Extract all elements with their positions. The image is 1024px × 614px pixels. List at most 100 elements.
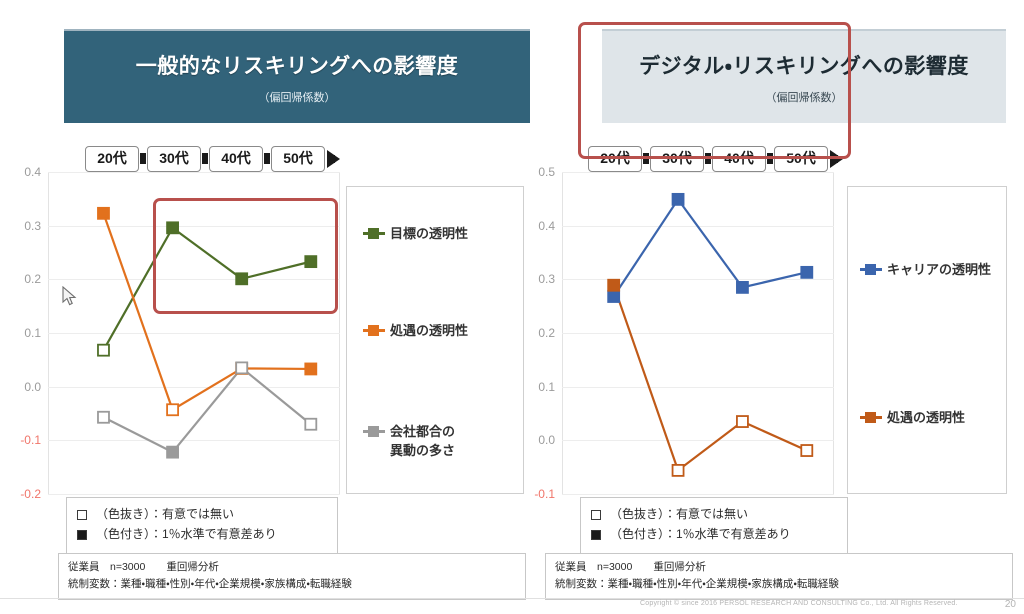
note-text: （色付き）：1％水準で有意差あり <box>96 526 277 541</box>
series-line <box>102 366 312 454</box>
note-text: （色抜き）：有意では無い <box>610 507 749 521</box>
note-text: （色抜き）：有意では無い <box>96 507 235 521</box>
legend-label: キャリアの透明性 <box>887 262 992 277</box>
gridline <box>48 494 340 495</box>
age-separator-icon <box>140 153 146 165</box>
data-point-marker <box>800 444 814 457</box>
gridline <box>562 279 834 281</box>
filled-square-icon <box>591 529 601 540</box>
hollow-square-icon <box>77 509 87 520</box>
y-axis-tick-label: 0.1 <box>538 379 555 394</box>
data-point-marker <box>97 343 110 357</box>
legend-marker-icon <box>363 425 385 438</box>
right-subtitle: （偏回帰係数） <box>765 91 843 104</box>
age-separator-icon <box>643 153 649 165</box>
right-chart-series <box>607 192 814 477</box>
age-label-30s: 30代 <box>147 146 201 172</box>
gridline <box>562 172 834 173</box>
data-point-marker <box>166 445 179 459</box>
data-point-marker <box>304 255 318 269</box>
right-legend: キャリアの透明性 処遇の透明性 <box>847 186 1007 494</box>
age-label-20s: 20代 <box>85 146 139 172</box>
data-point-marker <box>235 272 249 286</box>
copyright-strip: Copyright © since 2016 PERSOL RESEARCH A… <box>0 598 1024 612</box>
right-title-bar: デジタル・リスキリングへの影響度 （偏回帰係数） <box>602 29 1006 123</box>
legend-label: 会社都合の 異動の多さ <box>390 424 456 458</box>
y-axis-tick-label: 0.4 <box>24 165 41 179</box>
data-point-marker <box>671 192 685 206</box>
series-line <box>102 226 312 351</box>
legend-label: 処遇の透明性 <box>887 410 966 425</box>
gridline <box>562 333 834 334</box>
filled-square-icon <box>77 529 87 540</box>
y-axis-tick-label: 0.0 <box>538 433 555 448</box>
data-point-marker <box>304 417 318 431</box>
legend-item-shoguu[interactable]: 処遇の透明性 <box>363 322 468 341</box>
page-number: 20 <box>1004 599 1016 610</box>
footer-line-1: 従業員 n=3000 重回帰分析 <box>68 561 219 573</box>
left-gridlines: 0.4 0.3 0.2 0.1 0.0 -0.1 -0.2 <box>20 165 340 501</box>
legend-item-career[interactable]: キャリアの透明性 <box>860 261 991 280</box>
copyright-text: Copyright © since 2016 PERSOL RESEARCH A… <box>640 600 958 607</box>
y-axis-tick-label: 0.4 <box>538 218 555 233</box>
mouse-cursor-icon <box>62 286 77 306</box>
data-point-marker <box>304 362 318 376</box>
legend-marker-icon <box>363 324 385 337</box>
right-age-axis: 20代 30代 40代 50代 <box>588 146 843 172</box>
series-line <box>612 197 808 298</box>
age-label-50s: 50代 <box>774 146 828 172</box>
y-axis-tick-label: 0.2 <box>538 326 555 340</box>
footer-line-2: 統制変数：業種・職種・性別・年代・企業規模・家族構成・転職経験 <box>555 577 839 590</box>
gridline <box>48 333 340 334</box>
y-axis-tick-label: -0.2 <box>20 487 41 501</box>
data-point-marker <box>97 410 110 424</box>
left-age-axis: 20代 30代 40代 50代 <box>85 146 340 172</box>
data-point-marker <box>166 221 179 235</box>
gridline <box>48 440 340 442</box>
left-title-bar: 一般的なリスキリングへの影響度 （偏回帰係数） <box>64 29 530 123</box>
right-title: デジタル・リスキリングへの影響度 <box>639 54 969 78</box>
footer-line-2: 統制変数：業種・職種・性別・年代・企業規模・家族構成・転職経験 <box>68 577 352 590</box>
left-subtitle: （偏回帰係数） <box>258 91 336 104</box>
note-row-not-significant: （色抜き）：有意では無い <box>591 505 837 525</box>
right-panel: デジタル・リスキリングへの影響度 （偏回帰係数） 20代 30代 40代 50代… <box>534 0 1024 614</box>
note-row-not-significant: （色抜き）：有意では無い <box>77 505 327 525</box>
data-point-marker <box>97 206 110 220</box>
arrow-right-icon <box>327 149 340 168</box>
legend-marker-icon <box>860 411 882 424</box>
left-chart-series <box>97 206 318 459</box>
arrow-right-icon <box>830 149 843 168</box>
y-axis-tick-label: 0.2 <box>24 272 41 287</box>
gridline <box>562 440 834 442</box>
data-point-marker <box>800 265 814 279</box>
data-point-marker <box>671 463 685 477</box>
age-separator-icon <box>767 153 773 165</box>
age-label-40s: 40代 <box>209 146 263 172</box>
right-gridlines: 0.5 0.4 0.3 0.2 0.1 0.0 -0.1 <box>534 165 834 501</box>
legend-marker-icon <box>860 263 882 276</box>
legend-item-mokuhyou[interactable]: 目標の透明性 <box>363 225 468 244</box>
left-chart: 0.4 0.3 0.2 0.1 0.0 -0.1 -0.2 <box>20 165 340 501</box>
left-panel: 一般的なリスキリングへの影響度 （偏回帰係数） 20代 30代 40代 50代 … <box>20 29 530 600</box>
y-axis-tick-label: -0.1 <box>20 433 41 448</box>
right-note-box: （色抜き）：有意では無い （色付き）：1％水準で有意差あり <box>580 497 848 554</box>
age-label-40s: 40代 <box>712 146 766 172</box>
y-axis-tick-label: -0.1 <box>534 487 555 501</box>
gridline <box>48 225 340 227</box>
y-axis-tick-label: 0.0 <box>24 379 41 394</box>
legend-label: 処遇の透明性 <box>390 323 469 338</box>
series-line <box>612 284 808 473</box>
age-separator-icon <box>705 153 711 165</box>
legend-item-shoguu[interactable]: 処遇の透明性 <box>860 409 965 428</box>
y-axis-tick-label: 0.3 <box>24 218 41 233</box>
data-point-marker <box>736 280 749 294</box>
note-row-significant: （色付き）：1％水準で有意差あり <box>77 525 327 545</box>
series-line <box>102 212 311 412</box>
age-label-50s: 50代 <box>271 146 325 172</box>
age-label-20s: 20代 <box>588 146 642 172</box>
legend-item-idou[interactable]: 会社都合の 異動の多さ <box>363 423 455 461</box>
gridline <box>562 386 834 388</box>
age-separator-icon <box>202 153 208 165</box>
y-axis-tick-label: 0.1 <box>24 326 41 340</box>
